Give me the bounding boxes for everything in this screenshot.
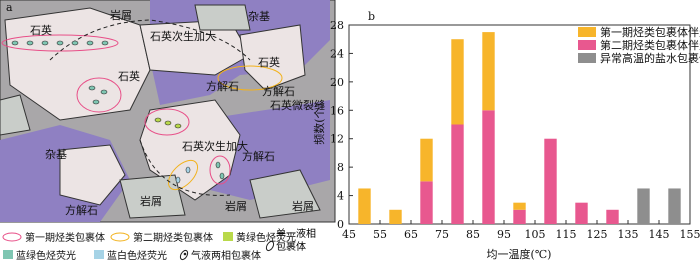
bar [358, 188, 371, 224]
diagram-label: 杂基 [45, 148, 67, 161]
diagram-label: 石英次生加大 [182, 139, 248, 153]
diagram-label: 方解石 [65, 203, 98, 217]
legend-label: 蓝白色烃荧光 [107, 249, 167, 262]
diagram-label: 杂基 [248, 10, 270, 23]
legend-symbol [94, 250, 104, 259]
diagram-label: 方解石 [242, 149, 275, 163]
legend-label: 第一期烃类包裹体伴生盐水包裹体 [600, 25, 700, 39]
quartz-grain [239, 24, 306, 91]
y-tick-label: 0 [337, 218, 344, 231]
y-tick-label: 28 [330, 19, 344, 32]
inclusion-ring [144, 108, 190, 136]
overgrowth-line [139, 139, 231, 196]
x-tick-label: 135 [618, 228, 639, 241]
lithic [0, 94, 31, 136]
legend-label: 单一液相包裹体 [276, 229, 316, 253]
y-tick-label: 8 [337, 161, 344, 174]
diagram-legend: 第一期烃类包裹体 第二期烃类包裹体 黄绿色烃荧光 蓝绿色烃荧光 蓝白色烃荧光 气… [2, 231, 296, 262]
x-tick-label: 85 [466, 228, 480, 241]
y-tick-label: 24 [330, 47, 344, 60]
inclusion-ring [76, 77, 122, 113]
legend-symbol [179, 249, 189, 261]
x-tick-label: 145 [649, 228, 670, 241]
inclusion-ring [217, 65, 283, 91]
legend-symbol [110, 232, 130, 242]
x-tick-label: 65 [404, 228, 418, 241]
x-tick-label: 105 [525, 228, 546, 241]
bar [482, 32, 495, 111]
bar [575, 202, 588, 224]
bar [451, 124, 464, 224]
bar [513, 202, 526, 210]
bar [420, 181, 433, 224]
bar [544, 138, 557, 224]
bar [451, 39, 464, 125]
legend-symbol [2, 232, 22, 242]
legend-symbol [265, 240, 275, 252]
x-tick-label: 75 [435, 228, 449, 241]
bar [420, 138, 433, 182]
legend-label: 蓝绿色烃荧光 [16, 249, 76, 262]
quartz-grain [139, 99, 241, 201]
y-axis-title: 频数(个) [312, 103, 326, 145]
legend-swatch [578, 40, 596, 50]
y-tick-label: 16 [330, 104, 344, 117]
lithic [249, 169, 321, 219]
bar [513, 209, 526, 224]
x-tick-label: 125 [587, 228, 608, 241]
y-tick-label: 4 [337, 190, 344, 203]
bar [606, 209, 619, 224]
legend-swatch [578, 27, 596, 37]
legend-label: 第二期烃类包裹体 [133, 231, 213, 244]
legend-label: 黄绿色烃荧光 [236, 231, 296, 244]
x-tick-label: 115 [556, 228, 577, 241]
diagram-label: 石英 [30, 23, 52, 37]
diagram-label: 岩屑 [140, 194, 162, 208]
quartz-grain [4, 7, 151, 121]
diagram-label: 石英微裂缝 [270, 98, 325, 112]
diagram-label: 石英次生加大 [150, 29, 216, 43]
legend-symbol [223, 232, 233, 241]
x-tick-label: 45 [342, 228, 356, 241]
diagram-label: 岩屑 [110, 8, 132, 22]
bar [482, 110, 495, 224]
x-tick-label: 55 [373, 228, 387, 241]
diagram-label: 岩屑 [292, 199, 314, 213]
x-tick-label: 95 [497, 228, 511, 241]
overgrowth-line [49, 19, 251, 61]
legend-label: 异常高温的盐水包裹体 [600, 51, 700, 65]
legend-label: 第一期烃类包裹体 [25, 231, 105, 244]
legend-symbol [183, 252, 187, 256]
panel-label: a [6, 1, 13, 14]
x-axis-title: 均一温度(℃) [487, 247, 552, 261]
bar [637, 188, 650, 224]
legend-symbol [3, 250, 13, 259]
legend-swatch [578, 53, 596, 63]
inclusion-ring [167, 159, 199, 191]
inclusion-ring [209, 155, 231, 185]
chart: b 均一温度(℃) 频数(个) 0 4 8 12 16 20 24 28 45 55 65 75 85 9… [312, 10, 700, 261]
diagram-label: 岩屑 [225, 199, 247, 213]
calcite-grain [59, 144, 126, 206]
diagram-label: 方解石 [262, 84, 295, 98]
y-tick-label: 20 [330, 76, 344, 89]
y-tick-label: 12 [330, 133, 344, 146]
legend-label: 第二期烃类包裹体伴生盐水包裹体 [600, 38, 700, 52]
inclusions [11, 40, 225, 184]
bar [668, 188, 681, 224]
lithic [194, 4, 251, 31]
inclusion-ring [1, 34, 119, 52]
bar [389, 209, 402, 224]
diagram-label: 方解石 [206, 79, 239, 93]
panel-label: b [368, 10, 375, 23]
diagram: a 岩屑 杂基 石英 石英次生加大 石英 石英 方解石 方解石 石英微裂缝 石英… [0, 0, 336, 223]
x-tick-label: 155 [680, 228, 700, 241]
diagram-label: 石英 [258, 55, 280, 69]
legend-label: 气液两相包裹体 [191, 249, 261, 262]
diagram-label: 石英 [118, 69, 140, 83]
